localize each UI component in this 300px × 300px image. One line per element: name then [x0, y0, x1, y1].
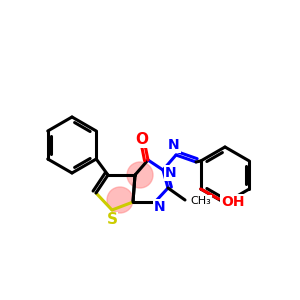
- Text: N: N: [154, 200, 166, 214]
- Text: S: S: [106, 212, 118, 227]
- Text: OH: OH: [221, 195, 244, 209]
- Text: N: N: [168, 138, 180, 152]
- Text: CH₃: CH₃: [190, 196, 212, 206]
- Circle shape: [127, 162, 153, 188]
- Text: N: N: [165, 166, 177, 180]
- Circle shape: [107, 187, 133, 213]
- Text: O: O: [136, 133, 148, 148]
